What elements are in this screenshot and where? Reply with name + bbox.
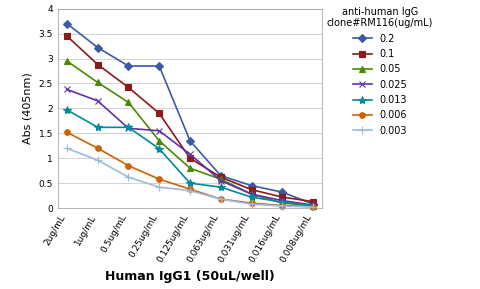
Legend: 0.2, 0.1, 0.05, 0.025, 0.013, 0.006, 0.003: 0.2, 0.1, 0.05, 0.025, 0.013, 0.006, 0.0… — [324, 5, 434, 138]
0.2 — [310, 202, 315, 206]
0.2 — [95, 46, 100, 49]
0.013 — [156, 147, 162, 151]
0.05 — [156, 139, 162, 142]
0.1 — [125, 86, 131, 89]
0.013 — [187, 181, 192, 185]
0.006 — [279, 204, 285, 207]
0.025 — [64, 88, 70, 91]
Line: 0.003: 0.003 — [63, 144, 316, 211]
0.006 — [125, 164, 131, 167]
0.05 — [310, 204, 315, 207]
0.025 — [310, 203, 315, 207]
0.05 — [187, 166, 192, 170]
0.006 — [310, 205, 315, 208]
0.013 — [279, 200, 285, 204]
0.1 — [248, 188, 254, 191]
0.006 — [248, 201, 254, 205]
0.1 — [279, 195, 285, 199]
0.025 — [217, 179, 223, 182]
0.006 — [156, 177, 162, 181]
0.003 — [95, 158, 100, 162]
0.013 — [95, 126, 100, 129]
0.003 — [187, 189, 192, 192]
0.2 — [64, 22, 70, 25]
0.05 — [279, 201, 285, 205]
0.2 — [279, 190, 285, 194]
0.003 — [156, 186, 162, 189]
0.006 — [95, 147, 100, 150]
0.2 — [125, 64, 131, 68]
X-axis label: Human IgG1 (50uL/well): Human IgG1 (50uL/well) — [105, 270, 274, 283]
Line: 0.1: 0.1 — [64, 33, 315, 204]
0.1 — [95, 63, 100, 66]
0.003 — [279, 204, 285, 208]
0.013 — [217, 186, 223, 189]
Line: 0.006: 0.006 — [64, 129, 315, 209]
0.1 — [187, 157, 192, 160]
0.025 — [187, 153, 192, 156]
0.006 — [64, 131, 70, 134]
0.05 — [64, 59, 70, 63]
Y-axis label: Abs (405nm): Abs (405nm) — [23, 73, 33, 144]
0.003 — [310, 205, 315, 209]
0.013 — [310, 204, 315, 207]
0.2 — [187, 139, 192, 142]
0.2 — [248, 184, 254, 187]
0.2 — [156, 64, 162, 68]
Line: 0.025: 0.025 — [63, 86, 316, 209]
0.1 — [156, 112, 162, 115]
0.013 — [125, 126, 131, 129]
0.1 — [310, 200, 315, 203]
0.025 — [156, 129, 162, 133]
Line: 0.013: 0.013 — [63, 106, 316, 210]
0.003 — [248, 202, 254, 206]
0.05 — [125, 101, 131, 104]
0.05 — [248, 192, 254, 196]
0.1 — [217, 175, 223, 179]
0.2 — [217, 174, 223, 177]
0.003 — [217, 197, 223, 201]
0.013 — [248, 195, 254, 199]
0.003 — [125, 175, 131, 179]
0.025 — [95, 99, 100, 103]
0.003 — [64, 147, 70, 150]
Line: 0.05: 0.05 — [64, 58, 315, 208]
0.006 — [217, 197, 223, 201]
0.013 — [64, 108, 70, 112]
0.025 — [248, 192, 254, 196]
0.006 — [187, 187, 192, 191]
0.025 — [279, 199, 285, 202]
0.025 — [125, 127, 131, 130]
0.1 — [64, 34, 70, 38]
0.05 — [217, 177, 223, 181]
Line: 0.2: 0.2 — [64, 21, 315, 207]
0.05 — [95, 81, 100, 84]
